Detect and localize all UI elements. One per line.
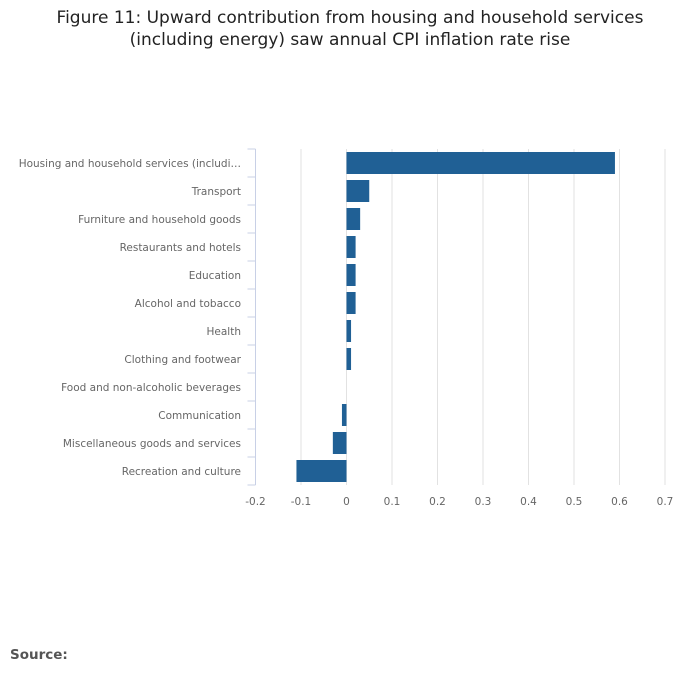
bar (346, 348, 352, 370)
y-category-label: Housing and household services (includi… (19, 158, 241, 170)
y-category-label: Transport (191, 186, 241, 198)
bar (346, 180, 370, 202)
y-category-label: Furniture and household goods (78, 214, 241, 226)
bar (341, 404, 347, 426)
y-category-label: Food and non-alcoholic beverages (61, 382, 241, 394)
x-tick-label: 0.7 (657, 496, 674, 508)
x-tick-label: 0.5 (566, 496, 583, 508)
bar (332, 432, 347, 454)
x-tick-label: 0.3 (475, 496, 492, 508)
bar (346, 152, 615, 174)
y-category-label: Alcohol and tobacco (135, 298, 241, 310)
y-category-label: Restaurants and hotels (120, 242, 241, 254)
x-tick-label: 0.4 (520, 496, 537, 508)
bar (346, 292, 356, 314)
x-tick-label: 0 (343, 496, 350, 508)
bar (346, 264, 356, 286)
source-label: Source: (10, 647, 68, 663)
x-tick-label: 0.1 (384, 496, 401, 508)
y-category-label: Recreation and culture (122, 466, 241, 478)
y-category-label: Communication (158, 410, 241, 422)
y-category-label: Clothing and footwear (124, 354, 241, 366)
bar (296, 460, 347, 482)
x-tick-label: -0.1 (291, 496, 312, 508)
x-tick-label: -0.2 (245, 496, 266, 508)
y-category-label: Miscellaneous goods and services (63, 438, 241, 450)
title-line-2: (including energy) saw annual CPI inflat… (129, 30, 571, 50)
x-tick-label: 0.6 (611, 496, 628, 508)
bar (346, 208, 361, 230)
x-tick-label: 0.2 (429, 496, 446, 508)
chart-title: Figure 11: Upward contribution from hous… (0, 7, 700, 51)
y-category-label: Education (189, 270, 241, 282)
y-category-label: Health (207, 326, 241, 338)
title-line-1: Figure 11: Upward contribution from hous… (56, 8, 644, 28)
bar (346, 320, 352, 342)
bar (346, 236, 356, 258)
